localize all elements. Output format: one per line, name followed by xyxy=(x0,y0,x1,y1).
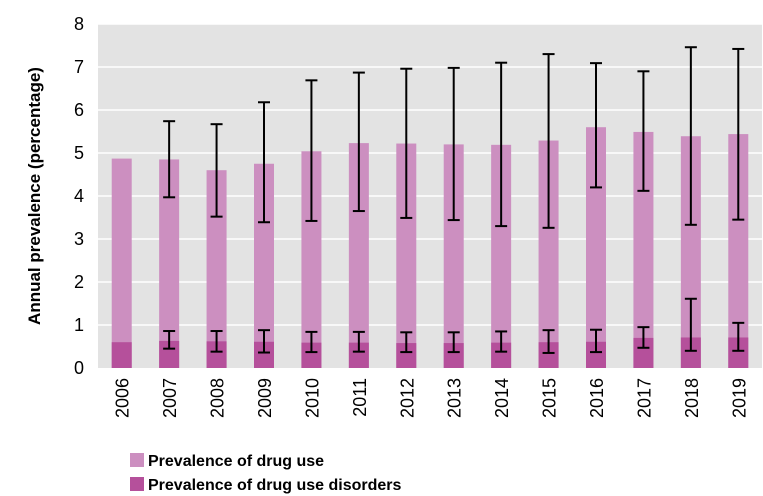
x-tick-label: 2011 xyxy=(350,378,370,417)
x-tick-label: 2012 xyxy=(397,378,417,418)
legend-label-drug-use: Prevalence of drug use xyxy=(148,453,324,470)
y-tick-label: 8 xyxy=(74,14,84,34)
bar-drug-use xyxy=(443,144,464,368)
legend-swatch-drug-use-disorders xyxy=(130,477,144,491)
bar-drug-use-disorders xyxy=(396,343,417,368)
y-tick-label: 1 xyxy=(74,315,84,335)
bar-drug-use-disorders xyxy=(538,342,559,368)
y-tick-label: 7 xyxy=(74,57,84,77)
bar-drug-use-disorders xyxy=(728,337,749,368)
x-tick-label: 2014 xyxy=(492,378,512,418)
y-axis-ticks: 0 1 2 3 4 5 6 7 8 xyxy=(74,14,84,378)
bar-drug-use-disorders xyxy=(111,342,132,368)
y-axis-label: Annual prevalence (percentage) xyxy=(25,67,44,325)
bar-drug-use-disorders xyxy=(443,343,464,368)
y-tick-label: 2 xyxy=(74,272,84,292)
y-tick-label: 3 xyxy=(74,229,84,249)
y-tick-label: 5 xyxy=(74,143,84,163)
bar-drug-use xyxy=(159,159,180,368)
bar-drug-use-disorders xyxy=(348,342,369,368)
bar-drug-use-disorders xyxy=(254,341,274,368)
bar-drug-use xyxy=(491,144,512,368)
legend-label-drug-use-disorders: Prevalence of drug use disorders xyxy=(148,477,402,494)
x-tick-label: 2007 xyxy=(160,378,180,418)
bar-drug-use xyxy=(301,151,322,368)
bar-drug-use xyxy=(348,143,369,368)
y-tick-label: 6 xyxy=(74,100,84,120)
bar-drug-use-disorders xyxy=(586,341,606,368)
bar-drug-use-disorders xyxy=(301,342,322,368)
bar-drug-use-disorders xyxy=(206,341,227,368)
bar-drug-use xyxy=(111,158,132,368)
bar-drug-use xyxy=(538,140,559,368)
bar-drug-use-disorders xyxy=(680,337,701,368)
x-tick-label: 2017 xyxy=(634,378,654,418)
bar-drug-use xyxy=(396,143,417,368)
legend-swatch-drug-use xyxy=(130,453,144,467)
bar-drug-use xyxy=(680,136,701,368)
x-tick-label: 2019 xyxy=(729,378,749,418)
x-tick-label: 2010 xyxy=(302,378,322,418)
y-tick-label: 0 xyxy=(74,358,84,378)
x-axis-ticks: 2006 2007 2008 2009 2010 2011 2012 2013 2014 2015… xyxy=(113,378,750,418)
error-bars xyxy=(163,46,745,354)
x-tick-label: 2006 xyxy=(113,378,133,418)
x-tick-label: 2008 xyxy=(208,378,228,418)
x-tick-label: 2018 xyxy=(682,378,702,418)
bar-drug-use-disorders xyxy=(633,337,654,368)
bar-drug-use-disorders xyxy=(491,342,512,368)
x-tick-label: 2009 xyxy=(255,378,275,418)
bar-drug-use xyxy=(206,170,227,368)
x-tick-label: 2013 xyxy=(445,378,465,418)
bar-drug-use xyxy=(728,134,749,368)
legend: Prevalence of drug use Prevalence of dru… xyxy=(130,453,402,494)
x-tick-label: 2016 xyxy=(587,378,607,418)
x-tick-label: 2015 xyxy=(540,378,560,418)
y-tick-label: 4 xyxy=(74,186,84,206)
bar-drug-use xyxy=(254,163,274,368)
